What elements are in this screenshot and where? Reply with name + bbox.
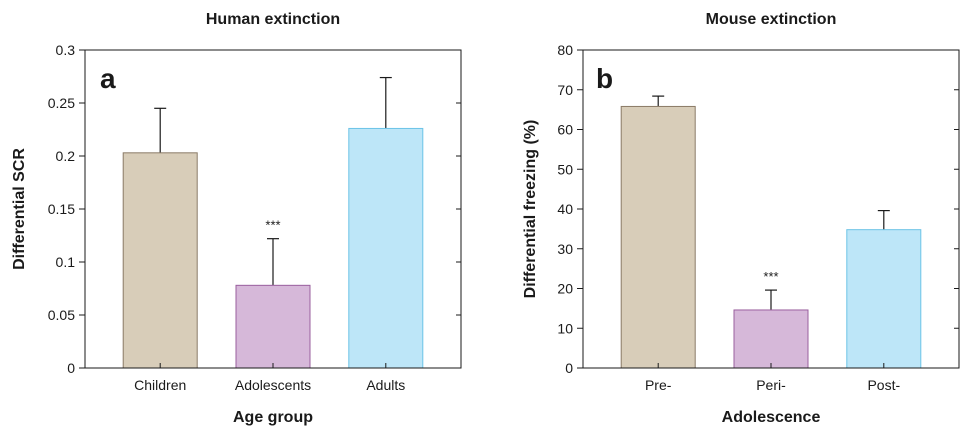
y-tick-label: 0.3 (56, 42, 76, 58)
y-tick-label: 0.2 (56, 148, 76, 164)
y-tick-label: 0.05 (48, 307, 75, 323)
y-tick-label: 60 (557, 122, 573, 138)
y-tick-label: 80 (557, 42, 573, 58)
y-axis-label: Differential SCR (11, 148, 28, 270)
bar-post (846, 229, 922, 369)
chart-title: Mouse extinction (706, 11, 837, 28)
y-tick-label: 20 (557, 281, 573, 297)
y-tick-label: 40 (557, 201, 573, 217)
x-tick-label: Adolescents (235, 377, 311, 393)
bar-children (122, 152, 198, 369)
x-axis-label: Adolescence (722, 409, 821, 426)
y-tick-label: 0.1 (56, 254, 76, 270)
y-tick-label: 0 (67, 360, 75, 376)
chart-panel-b: Mouse extinction Pre- *** Peri- Post- 0 10 20 30… (522, 11, 960, 426)
panel-letter: a (100, 63, 116, 94)
bar-peri (733, 309, 809, 369)
y-tick-label: 0.15 (48, 201, 75, 217)
x-tick-label: Adults (366, 377, 405, 393)
chart-title: Human extinction (206, 11, 340, 28)
panel-letter: b (596, 63, 613, 94)
y-tick-label: 30 (557, 241, 573, 257)
y-axis-label: Differential freezing (%) (522, 120, 539, 299)
chart-panel-a: Human extinction Children *** Adolescents Ad… (11, 11, 462, 426)
x-tick-label: Post- (867, 377, 900, 393)
bar-adolescents (235, 284, 311, 369)
y-tick-label: 50 (557, 161, 573, 177)
y-tick-label: 0 (565, 360, 573, 376)
y-tick-label: 70 (557, 82, 573, 98)
significance-annotation: *** (265, 218, 280, 233)
x-tick-label: Children (134, 377, 186, 393)
y-tick-label: 0.25 (48, 95, 75, 111)
x-tick-label: Pre- (645, 377, 672, 393)
x-axis-label: Age group (233, 409, 313, 426)
bar-pre (620, 105, 696, 369)
y-tick-label: 10 (557, 320, 573, 336)
significance-annotation: *** (763, 269, 778, 284)
bar-adults (348, 127, 424, 369)
x-tick-label: Peri- (756, 377, 786, 393)
